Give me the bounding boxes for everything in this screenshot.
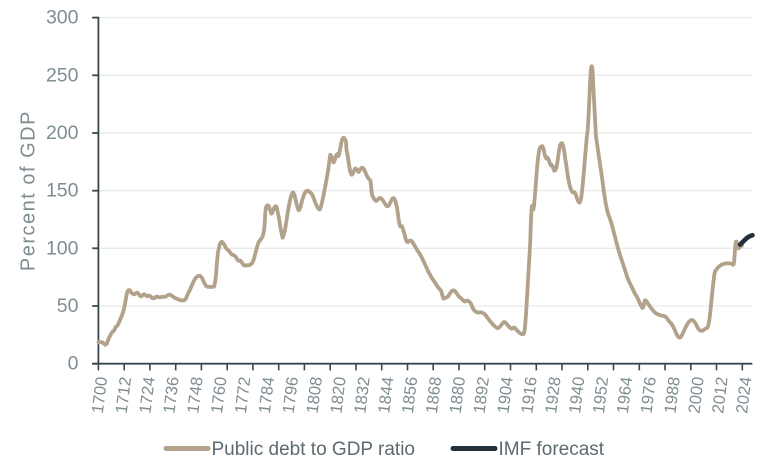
svg-text:1928: 1928 xyxy=(542,376,564,415)
svg-text:1952: 1952 xyxy=(590,376,612,415)
svg-text:Percent of GDP: Percent of GDP xyxy=(18,110,40,271)
svg-text:1796: 1796 xyxy=(280,376,302,415)
svg-text:1820: 1820 xyxy=(327,376,349,415)
svg-text:IMF forecast: IMF forecast xyxy=(499,439,605,460)
svg-text:2000: 2000 xyxy=(685,376,707,415)
svg-text:1976: 1976 xyxy=(638,376,660,415)
svg-text:1784: 1784 xyxy=(256,376,278,415)
svg-text:1940: 1940 xyxy=(566,376,588,415)
svg-text:2012: 2012 xyxy=(709,376,731,415)
svg-text:1808: 1808 xyxy=(304,376,326,415)
svg-text:50: 50 xyxy=(57,295,79,317)
svg-text:1964: 1964 xyxy=(614,376,636,415)
svg-text:2024: 2024 xyxy=(733,376,755,415)
svg-text:1724: 1724 xyxy=(137,376,159,415)
svg-text:1832: 1832 xyxy=(351,376,373,415)
svg-text:250: 250 xyxy=(46,64,79,86)
svg-text:1736: 1736 xyxy=(160,376,182,415)
svg-text:1844: 1844 xyxy=(375,376,397,415)
svg-text:100: 100 xyxy=(46,237,79,259)
svg-text:1856: 1856 xyxy=(399,376,421,415)
svg-text:Public debt to GDP ratio: Public debt to GDP ratio xyxy=(212,439,415,460)
svg-text:1760: 1760 xyxy=(208,376,230,415)
svg-text:200: 200 xyxy=(46,122,79,144)
svg-text:1892: 1892 xyxy=(471,376,493,415)
svg-text:1904: 1904 xyxy=(495,376,517,415)
svg-text:300: 300 xyxy=(46,7,79,29)
svg-text:0: 0 xyxy=(68,353,79,375)
svg-text:1712: 1712 xyxy=(113,376,135,415)
svg-text:1868: 1868 xyxy=(423,376,445,415)
svg-text:150: 150 xyxy=(46,180,79,202)
svg-text:1988: 1988 xyxy=(662,376,684,415)
svg-text:1916: 1916 xyxy=(518,376,540,415)
svg-text:1748: 1748 xyxy=(184,376,206,415)
svg-text:1880: 1880 xyxy=(447,376,469,415)
svg-text:1700: 1700 xyxy=(89,376,111,415)
svg-text:1772: 1772 xyxy=(232,376,254,415)
